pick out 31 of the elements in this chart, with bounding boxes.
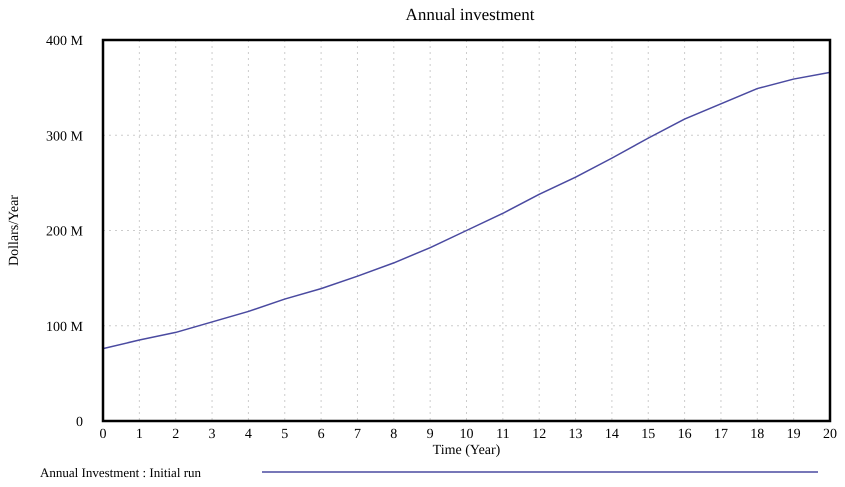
x-tick-label: 8	[390, 427, 398, 442]
line-series	[102, 72, 831, 350]
x-tick-label: 15	[641, 427, 656, 442]
x-tick-label: 9	[426, 427, 434, 442]
y-tick-label: 100 M	[46, 320, 84, 335]
x-tick-label: 5	[281, 427, 288, 442]
x-tick-label: 14	[604, 427, 619, 442]
x-tick-label: 7	[354, 427, 361, 442]
y-tick-label: 200 M	[46, 224, 84, 240]
x-tick-label: 20	[823, 427, 837, 442]
x-tick-label: 17	[714, 427, 728, 442]
x-tick-label: 10	[460, 427, 474, 442]
x-tick-label: 0	[100, 427, 106, 442]
x-tick-label: 11	[496, 427, 510, 442]
chart-title: Annual investment	[406, 5, 535, 24]
x-tick-label: 16	[678, 427, 692, 442]
x-axis-title: Time (Year)	[432, 443, 501, 458]
y-tick-label: 300 M	[46, 129, 84, 144]
y-axis-title: Dollars/Year	[7, 194, 22, 266]
text: Annual Investment : Initial run	[40, 465, 202, 480]
x-tick-label: 12	[532, 427, 546, 442]
y-tick-label: 0	[76, 415, 83, 430]
x-tick-label: 1	[136, 427, 143, 442]
x-tick-label: 18	[750, 427, 764, 442]
x-tick-label: 3	[208, 427, 216, 442]
x-tick-label: 4	[244, 427, 252, 442]
x-tick-label: 13	[568, 427, 583, 442]
y-tick-label: 400 M	[46, 34, 84, 49]
x-tick-label: 19	[786, 427, 801, 442]
x-tick-label: 6	[318, 427, 325, 442]
x-tick-label: 2	[172, 427, 180, 442]
